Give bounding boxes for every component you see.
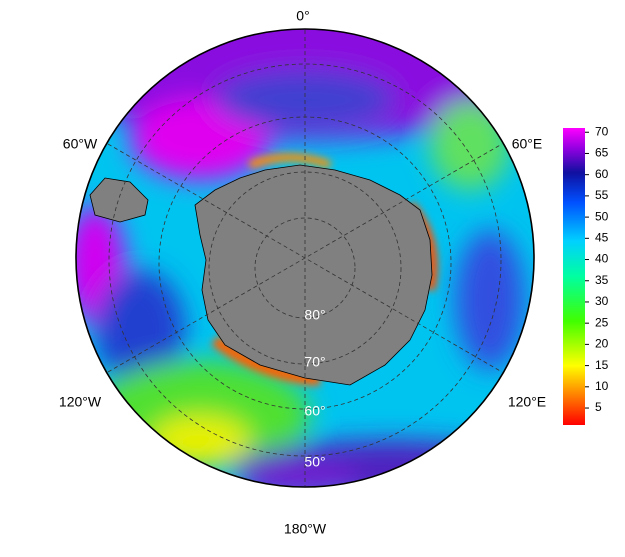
longitude-label: 0° xyxy=(296,8,309,24)
colorbar-ramp xyxy=(563,128,585,425)
colorbar-tick-label: 50 xyxy=(595,209,609,223)
map-boundary xyxy=(75,28,535,488)
colorbar-tick-label: 60 xyxy=(595,167,609,181)
colorbar-tick-label: 35 xyxy=(595,273,609,287)
latitude-label: 60° xyxy=(304,403,325,419)
colorbar: 5 10 15 20 25 30 35 40 45 50 55 60 65 70 xyxy=(563,124,609,425)
colorbar-tick-label: 5 xyxy=(595,400,602,414)
colorbar-tick-label: 10 xyxy=(595,379,609,393)
latitude-label: 50° xyxy=(304,454,325,470)
colorbar-tick-label: 65 xyxy=(595,146,609,160)
longitude-label: 120°E xyxy=(508,394,546,410)
colorbar-tick-label: 30 xyxy=(595,294,609,308)
colorbar-tick-label: 45 xyxy=(595,230,609,244)
colorbar-tick-label: 25 xyxy=(595,315,609,329)
colorbar-tick-label: 15 xyxy=(595,358,609,372)
latitude-label: 80° xyxy=(304,307,325,323)
longitude-label: 60°E xyxy=(512,136,543,152)
colorbar-tick-label: 20 xyxy=(595,337,609,351)
longitude-label: 120°W xyxy=(59,394,102,410)
longitude-label: 180°W xyxy=(284,521,327,537)
colorbar-tick-label: 40 xyxy=(595,252,609,266)
colorbar-tick-label: 55 xyxy=(595,188,609,202)
continent xyxy=(194,164,433,386)
data-field xyxy=(76,29,534,487)
south-america-tip xyxy=(89,177,149,223)
colorbar-tick-label: 70 xyxy=(595,124,609,138)
latitude-label: 70° xyxy=(304,354,325,370)
longitude-label: 60°W xyxy=(63,136,98,152)
graticule xyxy=(107,30,503,486)
